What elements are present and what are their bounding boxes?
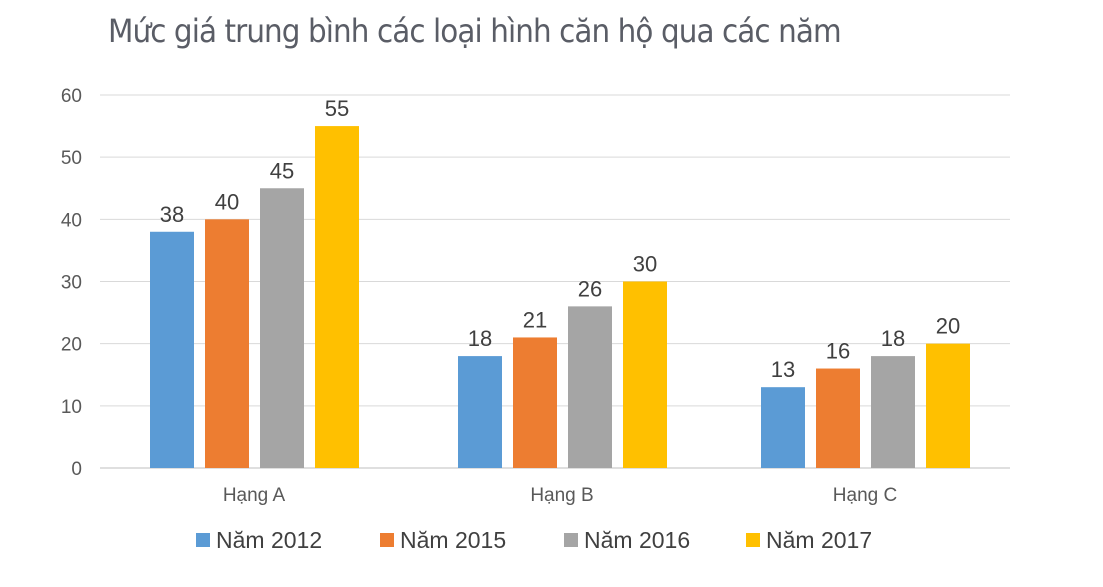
y-tick-label: 60 <box>61 86 82 107</box>
bar <box>761 387 805 468</box>
data-label: 45 <box>270 158 294 183</box>
bar <box>871 356 915 468</box>
legend-label: Năm 2016 <box>584 527 690 553</box>
bar <box>315 126 359 468</box>
bar <box>150 231 194 468</box>
bar <box>260 188 304 468</box>
x-tick-label: Hạng B <box>530 485 593 506</box>
data-label: 38 <box>160 202 184 227</box>
legend-label: Năm 2015 <box>400 527 506 553</box>
y-tick-label: 0 <box>71 459 82 480</box>
legend-swatch <box>746 533 760 547</box>
data-label: 55 <box>325 96 349 121</box>
y-tick-label: 40 <box>61 210 82 231</box>
legend-label: Năm 2017 <box>766 527 872 553</box>
legend-label: Năm 2012 <box>216 527 322 553</box>
bar <box>623 281 667 468</box>
data-label: 20 <box>936 314 960 339</box>
x-tick-label: Hạng C <box>833 485 897 506</box>
data-label: 16 <box>826 339 850 364</box>
y-tick-label: 50 <box>61 148 82 169</box>
data-label: 30 <box>633 252 657 277</box>
data-label: 13 <box>771 357 795 382</box>
data-label: 18 <box>468 326 492 351</box>
bar <box>458 356 502 468</box>
data-label: 18 <box>881 326 905 351</box>
legend-swatch <box>564 533 578 547</box>
x-tick-label: Hạng A <box>223 485 286 506</box>
bar <box>513 337 557 468</box>
data-label: 26 <box>578 276 602 301</box>
legend-swatch <box>380 533 394 547</box>
data-label: 40 <box>215 189 239 214</box>
chart-title: Mức giá trung bình các loại hình căn hộ … <box>108 12 842 50</box>
bar <box>816 368 860 468</box>
legend-swatch <box>196 533 210 547</box>
data-label: 21 <box>523 307 547 332</box>
y-tick-label: 10 <box>61 397 82 418</box>
bar <box>568 306 612 468</box>
y-tick-label: 20 <box>61 335 82 356</box>
bar <box>926 343 970 468</box>
bar <box>205 219 249 468</box>
y-tick-label: 30 <box>61 273 82 294</box>
